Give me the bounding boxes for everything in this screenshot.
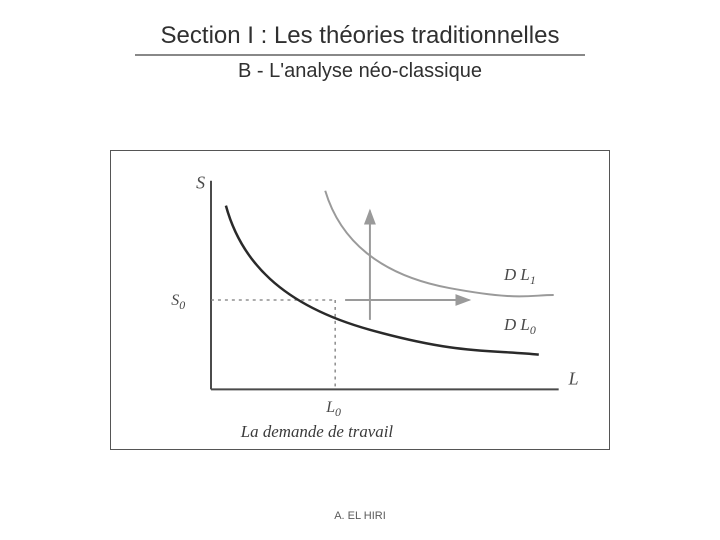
footer-author: A. EL HIRI [0,510,720,522]
page-title: Section I : Les théories traditionnelles [135,22,585,56]
figure-caption: La demande de travail [240,422,394,441]
s0-label: S0 [171,292,185,312]
dl1-label: D L1 [503,265,536,287]
l0-label: L0 [325,399,341,419]
y-axis-label: S [196,173,205,193]
labor-demand-chart: S L S0 L0 D L1 D [111,151,609,449]
figure-container: S L S0 L0 D L1 D [110,150,610,450]
curve-dl0 [226,206,539,355]
page: Section I : Les théories traditionnelles… [0,0,720,540]
page-subtitle: B - L'analyse néo-classique [0,60,720,83]
x-axis-label: L [568,368,579,388]
dl0-label: D L0 [503,315,536,337]
